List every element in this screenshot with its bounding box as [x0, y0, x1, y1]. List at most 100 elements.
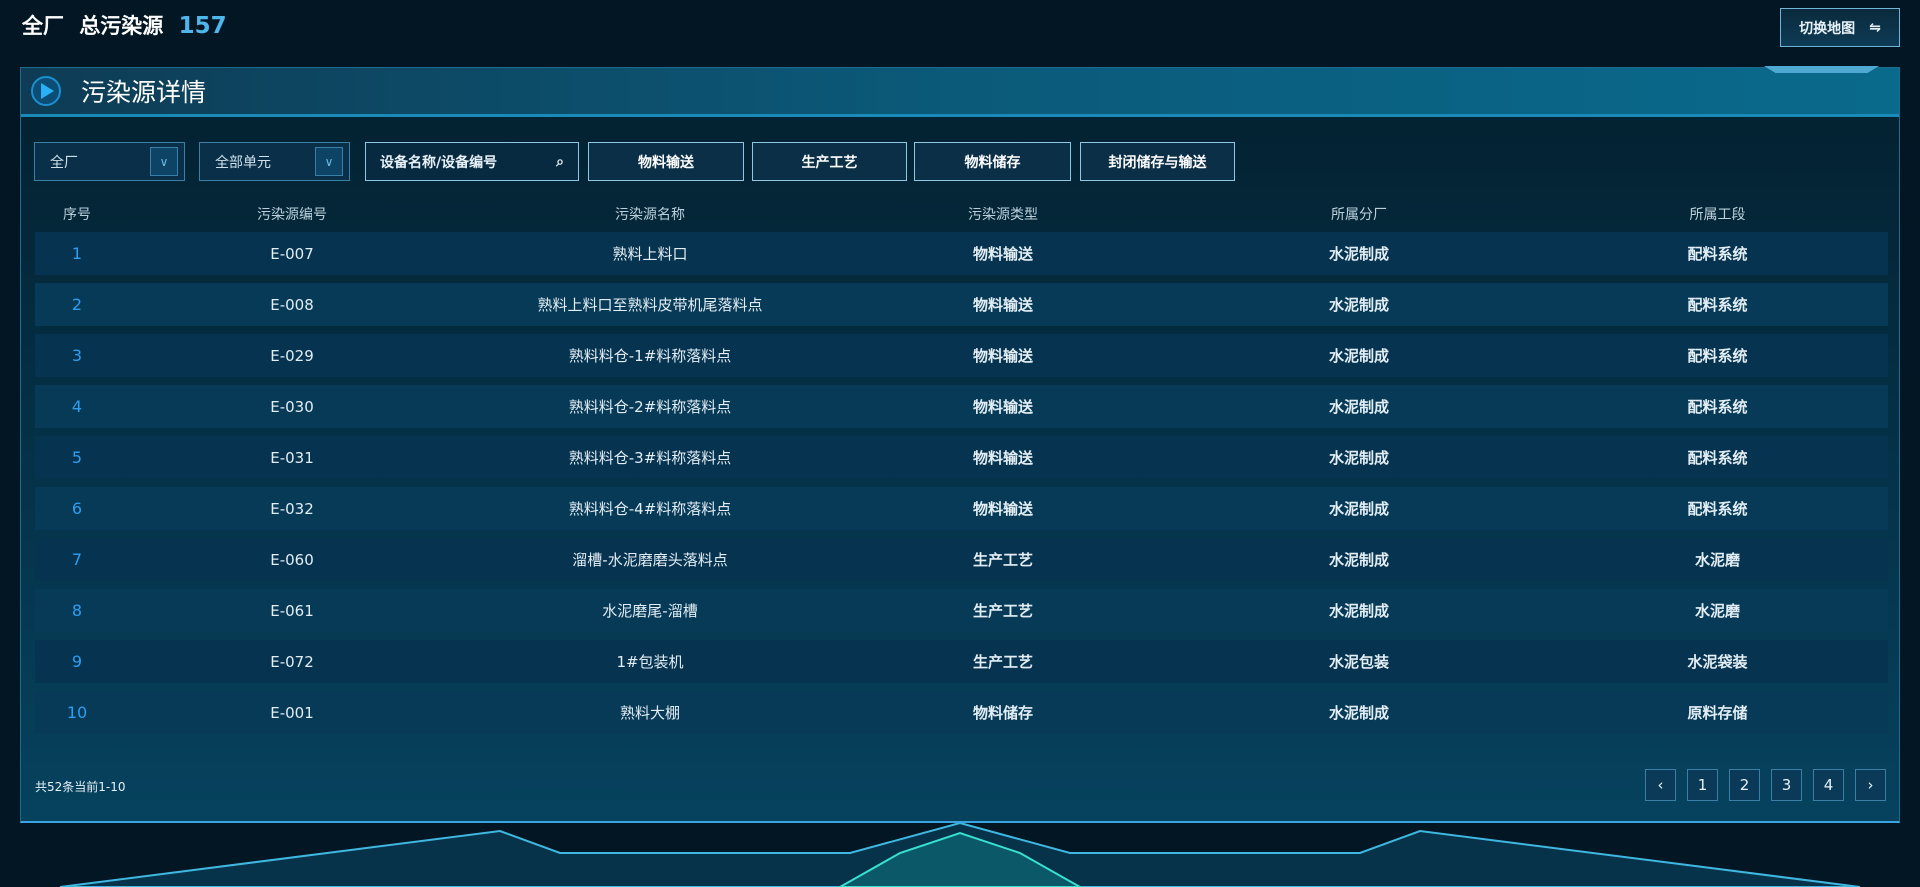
- column-header: 所属工段: [1689, 207, 1746, 223]
- table-cell: E-031: [270, 448, 314, 467]
- pollution-source-panel: 污染源详情 全厂 ∨ 全部单元 ∨ 设备名称/设备编号 ⌕ 物料输送 生产工艺 …: [20, 66, 1900, 823]
- table-cell: 熟料上料口: [612, 245, 688, 263]
- search-placeholder: 设备名称/设备编号: [380, 154, 498, 171]
- table-cell: 2: [71, 295, 83, 314]
- table-cell: 水泥制成: [1328, 347, 1389, 365]
- table-cell: 1: [71, 244, 83, 263]
- unit-select[interactable]: 全部单元 ∨: [199, 142, 350, 181]
- table-cell: 物料输送: [972, 449, 1033, 467]
- table-cell: 熟料料仓-3#料称落料点: [568, 449, 732, 467]
- table-cell: 溜槽-水泥磨磨头落料点: [572, 551, 728, 569]
- table-cell: 水泥制成: [1328, 500, 1389, 518]
- column-header: 所属分厂: [1331, 207, 1387, 223]
- filter-material-transport-button[interactable]: 物料输送: [588, 142, 744, 181]
- column-header: 序号: [63, 207, 91, 223]
- column-header: 污染源名称: [615, 207, 685, 223]
- table-row[interactable]: 2 E-008 熟料上料口至熟料皮带机尾落料点 物料输送 水泥制成 配料系统: [35, 283, 1888, 326]
- plant-select[interactable]: 全厂 ∨: [34, 142, 185, 181]
- table-cell: E-061: [270, 601, 314, 620]
- table-cell: 熟料料仓-4#料称落料点: [568, 500, 732, 518]
- table-cell: 水泥磨尾-溜槽: [602, 602, 698, 620]
- table-cell: E-072: [270, 652, 314, 671]
- table-cell: 物料输送: [972, 398, 1033, 416]
- table-cell: 水泥磨: [1694, 602, 1740, 620]
- table-cell: 水泥制成: [1328, 551, 1389, 569]
- switch-map-label: 切换地图: [1799, 20, 1856, 37]
- table-cell: 配料系统: [1687, 296, 1748, 314]
- panel-title: 污染源详情: [81, 78, 207, 107]
- page-1-button[interactable]: 1: [1687, 769, 1718, 801]
- bottom-decoration: [59, 823, 1861, 887]
- filter-material-storage-button[interactable]: 物料储存: [914, 142, 1071, 181]
- table-cell: E-001: [270, 703, 314, 722]
- table-cell: E-030: [270, 397, 314, 416]
- table-row[interactable]: 5 E-031 熟料料仓-3#料称落料点 物料输送 水泥制成 配料系统: [35, 436, 1888, 479]
- page-header: 全厂 总污染源 157: [22, 10, 227, 40]
- table-row[interactable]: 3 E-029 熟料料仓-1#料称落料点 物料输送 水泥制成 配料系统: [35, 334, 1888, 377]
- total-label: 总污染源: [79, 14, 164, 38]
- table-row[interactable]: 1 E-007 熟料上料口 物料输送 水泥制成 配料系统: [35, 232, 1888, 275]
- page-3-button[interactable]: 3: [1771, 769, 1802, 801]
- column-header: 污染源类型: [968, 207, 1038, 223]
- swap-icon: ⇋: [1869, 19, 1881, 36]
- table-header: 序号 污染源编号 污染源名称 污染源类型 所属分厂 所属工段: [35, 196, 1888, 232]
- table-cell: 物料输送: [972, 347, 1033, 365]
- table-cell: 水泥制成: [1328, 602, 1389, 620]
- table-row[interactable]: 7 E-060 溜槽-水泥磨磨头落料点 生产工艺 水泥制成 水泥磨: [35, 538, 1888, 581]
- filter-closed-storage-transport-button[interactable]: 封闭储存与输送: [1080, 142, 1235, 181]
- table-cell: E-008: [270, 295, 314, 314]
- table-row[interactable]: 6 E-032 熟料料仓-4#料称落料点 物料输送 水泥制成 配料系统: [35, 487, 1888, 530]
- table-cell: 4: [71, 397, 83, 416]
- table-cell: 水泥包装: [1328, 653, 1389, 671]
- filter-bar: 全厂 ∨ 全部单元 ∨ 设备名称/设备编号 ⌕ 物料输送 生产工艺 物料储存 封…: [21, 142, 1899, 182]
- unit-select-value: 全部单元: [215, 154, 271, 171]
- next-page-button[interactable]: ›: [1855, 769, 1886, 801]
- scope-label: 全厂: [22, 14, 64, 38]
- table-body: 1 E-007 熟料上料口 物料输送 水泥制成 配料系统 2 E-008 熟料上料口至熟料皮带机…: [35, 232, 1888, 734]
- table-cell: E-029: [270, 346, 314, 365]
- table-cell: 熟料料仓-1#料称落料点: [568, 347, 732, 365]
- search-icon[interactable]: ⌕: [556, 153, 564, 170]
- table-cell: 8: [71, 601, 83, 620]
- table-cell: 6: [71, 499, 83, 518]
- table-cell: 原料存储: [1687, 704, 1748, 722]
- table-cell: 10: [66, 703, 88, 722]
- pagination: ‹ 1 2 3 4 ›: [1645, 769, 1886, 801]
- table-row[interactable]: 4 E-030 熟料料仓-2#料称落料点 物料输送 水泥制成 配料系统: [35, 385, 1888, 428]
- table-cell: 水泥制成: [1328, 704, 1389, 722]
- table-cell: 物料储存: [972, 704, 1033, 722]
- table-cell: 熟料大棚: [619, 704, 680, 722]
- table-cell: 9: [71, 652, 83, 671]
- table-row[interactable]: 9 E-072 1#包装机 生产工艺 水泥包装 水泥袋装: [35, 640, 1888, 683]
- table-cell: 熟料料仓-2#料称落料点: [568, 398, 732, 416]
- table-cell: 熟料上料口至熟料皮带机尾落料点: [537, 296, 763, 314]
- table-row[interactable]: 8 E-061 水泥磨尾-溜槽 生产工艺 水泥制成 水泥磨: [35, 589, 1888, 632]
- page-4-button[interactable]: 4: [1813, 769, 1844, 801]
- table-cell: 配料系统: [1687, 398, 1748, 416]
- switch-map-button[interactable]: 切换地图 ⇋: [1780, 8, 1900, 47]
- page-2-button[interactable]: 2: [1729, 769, 1760, 801]
- table-cell: 配料系统: [1687, 500, 1748, 518]
- table-cell: 物料输送: [972, 500, 1033, 518]
- table-cell: 配料系统: [1687, 347, 1748, 365]
- table-cell: 3: [71, 346, 83, 365]
- table-cell: 7: [71, 550, 83, 569]
- chevron-down-icon[interactable]: ∨: [315, 147, 343, 176]
- search-input[interactable]: 设备名称/设备编号 ⌕: [365, 142, 579, 181]
- table-cell: 生产工艺: [972, 653, 1033, 671]
- table-cell: 水泥袋装: [1687, 653, 1748, 671]
- table-cell: 5: [71, 448, 83, 467]
- play-icon: [31, 76, 61, 106]
- filter-production-process-button[interactable]: 生产工艺: [752, 142, 907, 181]
- table-cell: 配料系统: [1687, 245, 1748, 263]
- chevron-down-icon[interactable]: ∨: [150, 147, 178, 176]
- table-cell: E-060: [270, 550, 314, 569]
- table-row[interactable]: 10 E-001 熟料大棚 物料储存 水泥制成 原料存储: [35, 691, 1888, 734]
- pagination-summary: 共52条当前1-10: [35, 780, 126, 794]
- table-cell: 1#包装机: [616, 653, 684, 671]
- column-header: 污染源编号: [257, 207, 327, 223]
- prev-page-button[interactable]: ‹: [1645, 769, 1676, 801]
- table-cell: 物料输送: [972, 245, 1033, 263]
- panel-header: 污染源详情: [21, 66, 1899, 117]
- table-cell: E-007: [270, 244, 314, 263]
